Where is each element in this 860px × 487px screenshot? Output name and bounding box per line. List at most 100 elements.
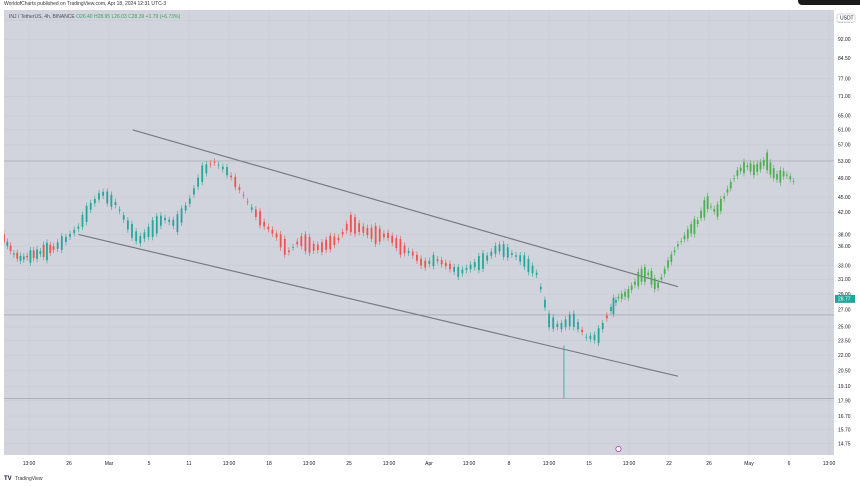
price-candle	[106, 191, 109, 204]
price-candle	[428, 260, 431, 264]
projection-candle	[743, 161, 745, 174]
y-tick-label: 19.10	[838, 384, 851, 390]
x-tick-label: 13:00	[543, 461, 556, 467]
price-candle	[300, 236, 303, 246]
price-chart[interactable]: 100.0092.0084.5077.0071.0065.0061.0057.0…	[3, 10, 860, 474]
last-price-badge	[835, 294, 855, 303]
price-candle	[36, 249, 38, 259]
price-candle	[601, 323, 604, 330]
price-candle	[416, 254, 418, 261]
projection-candle	[690, 224, 693, 234]
y-tick-label: 27.00	[838, 308, 851, 314]
y-tick-label: 57.00	[838, 143, 851, 149]
tradingview-logo-icon: TV	[4, 476, 12, 482]
price-candle	[98, 193, 100, 200]
projection-candle	[716, 204, 719, 217]
currency-badge-box	[836, 13, 856, 23]
y-tick-label: 20.50	[838, 369, 851, 375]
price-candle	[560, 323, 563, 330]
price-candle	[49, 244, 52, 253]
price-candle	[605, 315, 608, 319]
price-candle	[556, 323, 559, 327]
price-candle	[482, 253, 484, 269]
price-candle	[147, 226, 150, 237]
projection-candle	[683, 235, 686, 240]
price-candle	[221, 166, 224, 170]
price-candle	[118, 209, 121, 211]
price-candle	[399, 239, 402, 255]
price-candle	[341, 231, 344, 235]
price-candle	[325, 239, 327, 250]
channel-line-lower	[78, 233, 679, 377]
price-candle	[292, 247, 294, 248]
price-candle	[69, 233, 71, 237]
price-candle	[345, 223, 348, 231]
projection-candle	[640, 268, 643, 282]
top-bar: WorldofCharts published on TradingView.c…	[0, 0, 860, 10]
price-candle	[283, 238, 286, 255]
price-candle	[102, 191, 105, 196]
price-candle	[498, 244, 501, 252]
price-candle	[358, 223, 361, 233]
chart-area[interactable]: 100.0092.0084.5077.0071.0065.0061.0057.0…	[3, 10, 860, 474]
y-tick-label: 38.00	[838, 232, 851, 238]
price-candle	[544, 299, 546, 308]
channel-line-upper	[132, 129, 679, 288]
projection-candle	[746, 165, 749, 168]
price-candle	[370, 227, 373, 239]
price-candle	[184, 205, 187, 211]
price-candle	[77, 226, 80, 229]
publisher-line: WorldofCharts published on TradingView.c…	[4, 1, 167, 7]
projection-candle	[657, 282, 659, 288]
price-candle	[395, 238, 398, 248]
x-tick-label: 18	[266, 461, 272, 467]
time-axis-background	[4, 455, 834, 474]
price-candle	[242, 194, 245, 196]
projection-candle	[729, 181, 732, 189]
price-candle	[151, 220, 154, 237]
price-candle	[22, 256, 25, 260]
projection-candle	[759, 162, 762, 170]
price-candle	[114, 201, 117, 206]
price-candle	[552, 317, 555, 329]
y-tick-label: 33.00	[838, 263, 851, 269]
price-candle	[304, 234, 307, 252]
projection-candle	[779, 170, 782, 183]
projection-candle	[673, 250, 676, 253]
price-candle	[205, 164, 208, 174]
price-candle	[362, 226, 365, 233]
x-tick-label: 26	[66, 461, 72, 467]
projection-candle	[686, 229, 689, 239]
price-candle	[378, 228, 381, 242]
price-candle	[469, 264, 472, 270]
price-candle	[139, 235, 142, 244]
projection-candle	[693, 219, 696, 235]
price-candle	[56, 242, 59, 249]
price-candle	[93, 198, 96, 204]
price-candle	[263, 221, 266, 227]
window-corner	[798, 0, 860, 5]
price-candle	[122, 215, 125, 220]
projection-candle	[653, 278, 656, 290]
price-candle	[6, 241, 9, 246]
price-candle	[444, 262, 447, 267]
price-candle	[612, 297, 615, 315]
price-candle	[226, 167, 228, 176]
price-candle	[143, 232, 146, 239]
x-tick-label: 26	[706, 461, 712, 467]
x-tick-label: 5	[148, 461, 151, 467]
price-candle	[424, 260, 427, 268]
price-candle	[279, 234, 282, 248]
price-candle	[502, 244, 505, 257]
projection-candle	[723, 196, 726, 199]
x-tick-label: 13:00	[823, 461, 836, 467]
price-candle	[519, 255, 522, 262]
price-candle	[453, 267, 455, 272]
price-candle	[39, 251, 42, 255]
price-candle	[267, 226, 270, 230]
price-candle	[449, 263, 451, 270]
projection-candle	[706, 196, 709, 210]
y-tick-label: 25.00	[838, 325, 851, 331]
price-candle	[155, 216, 158, 234]
price-candle	[316, 244, 319, 251]
